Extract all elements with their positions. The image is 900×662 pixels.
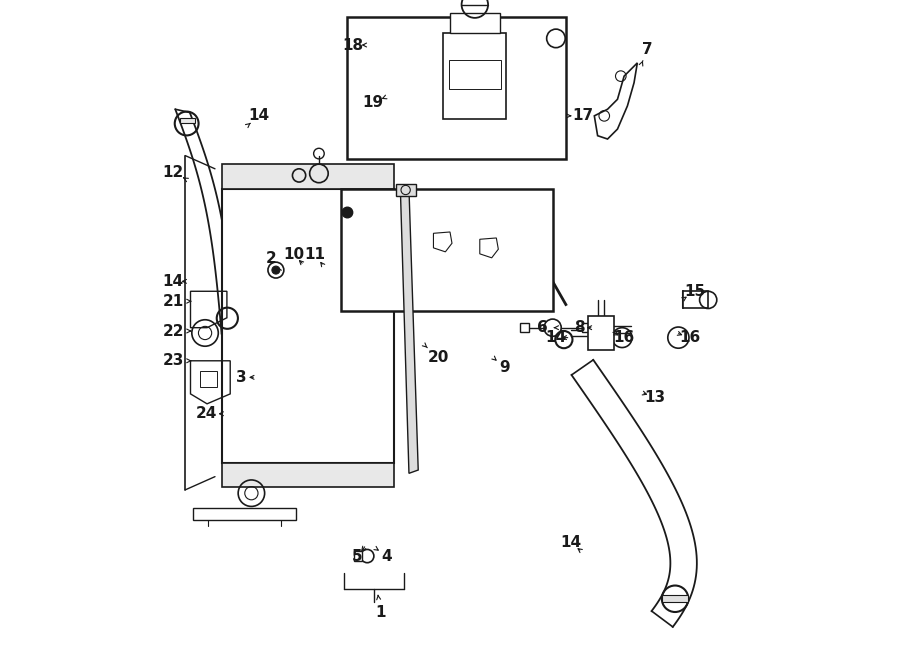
Bar [347, 17, 566, 159]
Text: 19: 19 [362, 95, 383, 110]
Text: 1: 1 [375, 605, 386, 620]
Text: 7: 7 [642, 42, 652, 57]
Text: 16: 16 [613, 330, 634, 345]
Bar [683, 291, 708, 308]
Text: 23: 23 [163, 354, 184, 368]
Bar [180, 118, 194, 124]
Text: 24: 24 [195, 406, 217, 421]
Bar [519, 323, 529, 332]
Text: 15: 15 [684, 284, 706, 299]
Bar [221, 189, 393, 463]
Text: 17: 17 [572, 109, 593, 123]
Bar [221, 463, 393, 487]
Circle shape [272, 266, 280, 274]
Bar [449, 60, 501, 89]
Text: 13: 13 [644, 390, 666, 404]
Bar [194, 508, 296, 520]
Text: 2: 2 [266, 251, 276, 265]
Polygon shape [400, 189, 418, 473]
Text: 3: 3 [236, 370, 247, 385]
Text: 18: 18 [342, 38, 364, 52]
Bar [354, 551, 362, 561]
Text: 16: 16 [679, 330, 700, 345]
Text: 4: 4 [382, 549, 392, 563]
Text: 12: 12 [163, 165, 184, 179]
Bar [450, 13, 500, 33]
Text: 14: 14 [560, 536, 581, 550]
Bar [588, 316, 614, 350]
Bar [396, 184, 416, 196]
Text: 21: 21 [163, 294, 184, 308]
Bar [582, 323, 602, 332]
Text: 20: 20 [428, 350, 449, 365]
Text: 14: 14 [248, 109, 270, 123]
Bar [444, 33, 507, 119]
Text: 22: 22 [163, 324, 184, 338]
Circle shape [342, 207, 353, 218]
Text: 8: 8 [574, 320, 584, 335]
Text: 6: 6 [537, 320, 548, 335]
Bar [341, 189, 553, 311]
Text: 5: 5 [352, 549, 363, 563]
Text: 14: 14 [545, 330, 566, 345]
Bar [221, 164, 393, 189]
Text: 10: 10 [284, 248, 304, 262]
Text: 9: 9 [499, 360, 509, 375]
Text: 14: 14 [163, 274, 184, 289]
Bar [662, 595, 688, 602]
Text: 11: 11 [304, 248, 326, 262]
Bar [201, 371, 217, 387]
